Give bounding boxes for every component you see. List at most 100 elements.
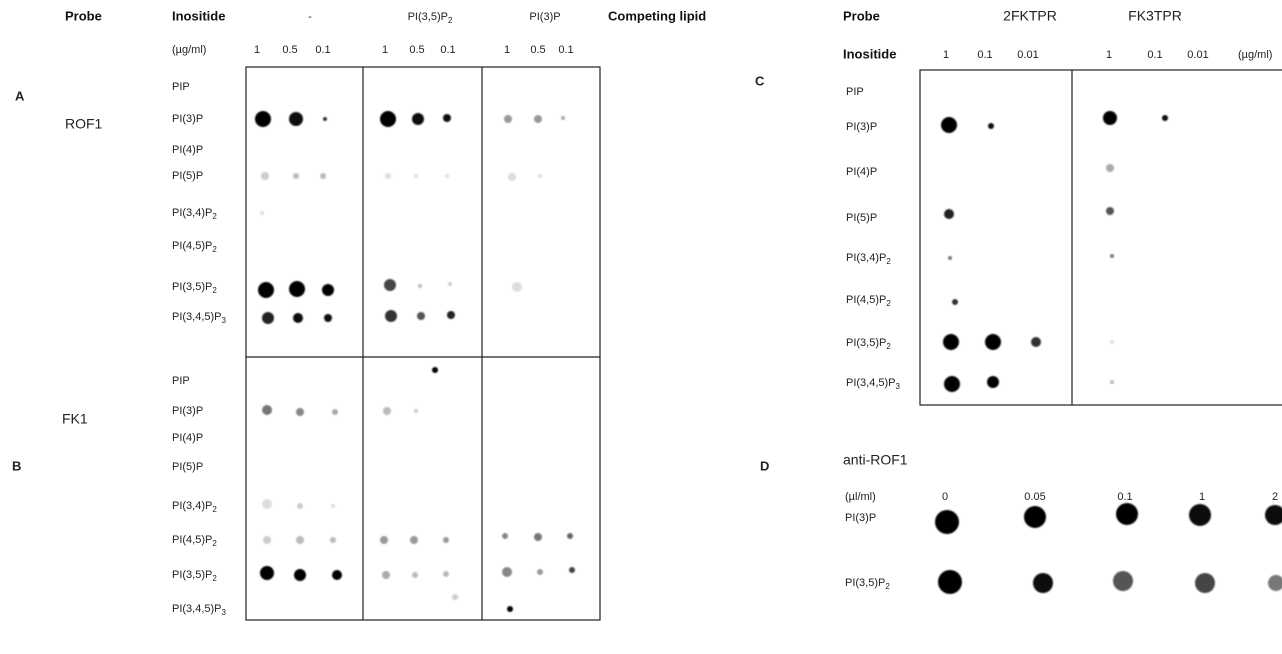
lipid-label: PI(3,5)P2 [846,337,891,351]
figure: ABCDProbeInositideCompeting lipid(µg/ml)… [0,0,1282,649]
blot-spot [410,536,418,544]
lipid-label-subscript: 2 [212,574,217,583]
blot-spot [1110,254,1114,258]
lipid-label: PI(3,4)P2 [172,207,217,221]
concentration-label: 0 [942,491,948,503]
lipid-label: PI(4,5)P2 [172,534,217,548]
lipid-label-text: PIP [172,375,190,387]
lipid-label-subscript: 2 [212,539,217,548]
blot-spot [331,504,335,508]
blot-spot [289,112,303,126]
blot-spot [414,409,418,413]
blot-spot [985,334,1001,350]
lipid-label-text: PI(4,5)P [846,294,886,306]
header-probe: Probe [65,8,102,23]
concentration-label: 0.01 [1017,49,1038,61]
lipid-label-subscript: 3 [896,382,901,391]
lipid-label-text: PI(3,4)P [172,207,212,219]
lipid-label-text: PI(3,5)P [846,337,886,349]
blot-spot [297,503,303,509]
concentration-label: 0.5 [282,44,297,56]
lipid-label-text: PI(3,4,5)P [846,377,896,389]
blot-spot [1110,380,1114,384]
blot-spot [320,173,326,179]
blot-spot [943,334,959,350]
lipid-label-subscript: 2 [212,286,217,295]
header-inositide: Inositide [172,8,225,23]
probe-label: ROF1 [65,116,103,132]
concentration-label: 0.5 [530,44,545,56]
competitor-label-text: PI(3,5)P [408,11,448,23]
concentration-label: 0.1 [315,44,330,56]
lipid-label-subscript: 3 [222,608,227,617]
concentration-label: 0.05 [1024,491,1045,503]
blot-spot [443,537,449,543]
lipid-label-text: PI(3)P [172,405,203,417]
lipid-label: PI(4)P [172,144,203,156]
header-inositide: Inositide [843,46,896,61]
blot-spot [296,536,304,544]
blot-spot [1106,207,1114,215]
lipid-label: PI(3,4,5)P3 [172,311,227,325]
lipid-label-text: PI(3,4,5)P [172,311,222,323]
blot-spot [1106,164,1114,172]
competitor-label: PI(3)P [529,11,560,23]
blot-spot [384,279,396,291]
lipid-label-text: PI(4)P [846,166,877,178]
lipid-label-text: PIP [846,86,864,98]
lipid-label: PI(3)P [846,121,877,133]
blot-spot [987,376,999,388]
lipid-label-text: PI(4)P [172,144,203,156]
lipid-label: PIP [846,86,864,98]
blot-spot [447,311,455,319]
header-probe: Probe [843,8,880,23]
blot-spot [1103,111,1117,125]
blot-spot [380,111,396,127]
blot-spot [508,173,516,181]
concentration-label: 2 [1272,491,1278,503]
row-label-subscript: 2 [885,582,890,591]
blot-spot [418,284,422,288]
blot-spot [445,174,449,178]
concentration-label: 1 [1106,49,1112,61]
competitor-label-text: PI(3)P [529,11,560,23]
lipid-label-subscript: 2 [886,299,891,308]
blot-spot [1024,506,1046,528]
panel-label: B [12,458,21,473]
concentration-label: 1 [943,49,949,61]
lipid-label: PI(3)P [172,405,203,417]
lipid-label-text: PI(3,4)P [172,500,212,512]
lipid-label: PIP [172,81,190,93]
blot-spot [324,314,332,322]
concentration-label: 0.1 [977,49,992,61]
blot-spot [330,537,336,543]
blot-spot [567,533,573,539]
probe-column-label: 2FKTPR [1003,8,1057,24]
blot-spot [988,123,994,129]
blot-spot [322,284,334,296]
panel-title: anti-ROF1 [843,452,908,468]
lipid-label-text: PI(4,5)P [172,534,212,546]
competitor-label: PI(3,5)P2 [408,11,453,25]
blot-spot [1110,340,1114,344]
lipid-label-text: PI(3,4,5)P [172,603,222,615]
blot-frame [920,70,1282,405]
concentration-label: 1 [254,44,260,56]
blot-spot [294,569,306,581]
lipid-label-text: PI(3,5)P [172,281,212,293]
blot-spot [323,117,327,121]
competitor-label-text: - [308,11,312,23]
blot-spot [1195,573,1215,593]
blot-spot [260,566,274,580]
blot-spot [380,536,388,544]
panel-label: C [755,73,765,88]
blot-spot [512,282,522,292]
blot-spot [1162,115,1168,121]
blot-spot [948,256,952,260]
blot-spot [944,209,954,219]
lipid-label: PI(5)P [172,170,203,182]
blot-spot [561,116,565,120]
blot-spot [1116,503,1138,525]
concentration-label: 0.5 [409,44,424,56]
lipid-label: PI(3,4,5)P3 [846,377,901,391]
